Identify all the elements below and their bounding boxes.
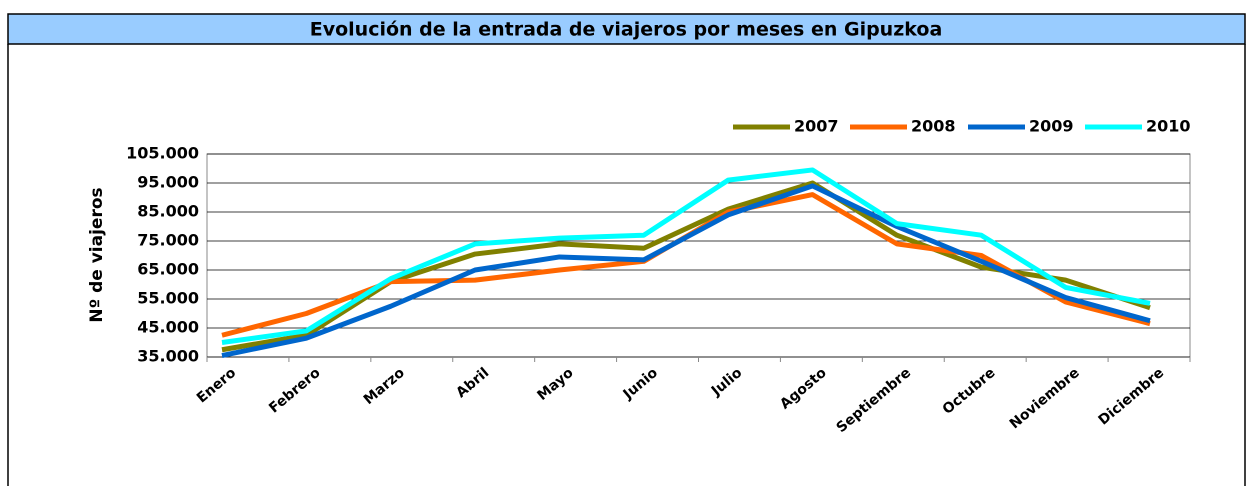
y-tick-label: 85.000	[137, 202, 199, 221]
legend-label: 2009	[1029, 117, 1074, 136]
series-line	[221, 183, 1151, 358]
x-tick-label: Septiembre	[834, 365, 914, 436]
x-tick-label: Febrero	[266, 365, 324, 417]
y-tick-label: 75.000	[137, 231, 199, 250]
x-tick-label: Noviembre	[1007, 365, 1083, 432]
y-tick-label: 35.000	[137, 347, 199, 366]
x-tick-label: Agosto	[777, 365, 830, 413]
y-tick-label: 95.000	[137, 173, 199, 192]
x-tick-label: Junio	[620, 365, 662, 404]
y-tick-label: 65.000	[137, 260, 199, 279]
legend-label: 2010	[1146, 117, 1191, 136]
x-tick-label: Diciembre	[1096, 365, 1168, 429]
x-tick-label: Abril	[453, 365, 492, 401]
y-tick-label: 105.000	[126, 144, 199, 163]
y-axis-label: Nº de viajeros	[87, 187, 107, 322]
plot-area	[206, 153, 1191, 358]
x-tick-label: Marzo	[361, 365, 408, 408]
x-tick-label: Mayo	[534, 365, 577, 404]
y-tick-label: 45.000	[137, 318, 199, 337]
chart-title: Evolución de la entrada de viajeros por …	[310, 19, 943, 41]
title-bar	[7, 13, 1246, 45]
series-line	[221, 167, 1151, 345]
x-tick-label: Enero	[194, 365, 239, 407]
x-tick-label: Julio	[708, 365, 746, 400]
y-tick-label: 55.000	[137, 289, 199, 308]
x-tick-label: Octubre	[940, 365, 999, 418]
legend-label: 2007	[794, 117, 839, 136]
legend-label: 2008	[911, 117, 956, 136]
